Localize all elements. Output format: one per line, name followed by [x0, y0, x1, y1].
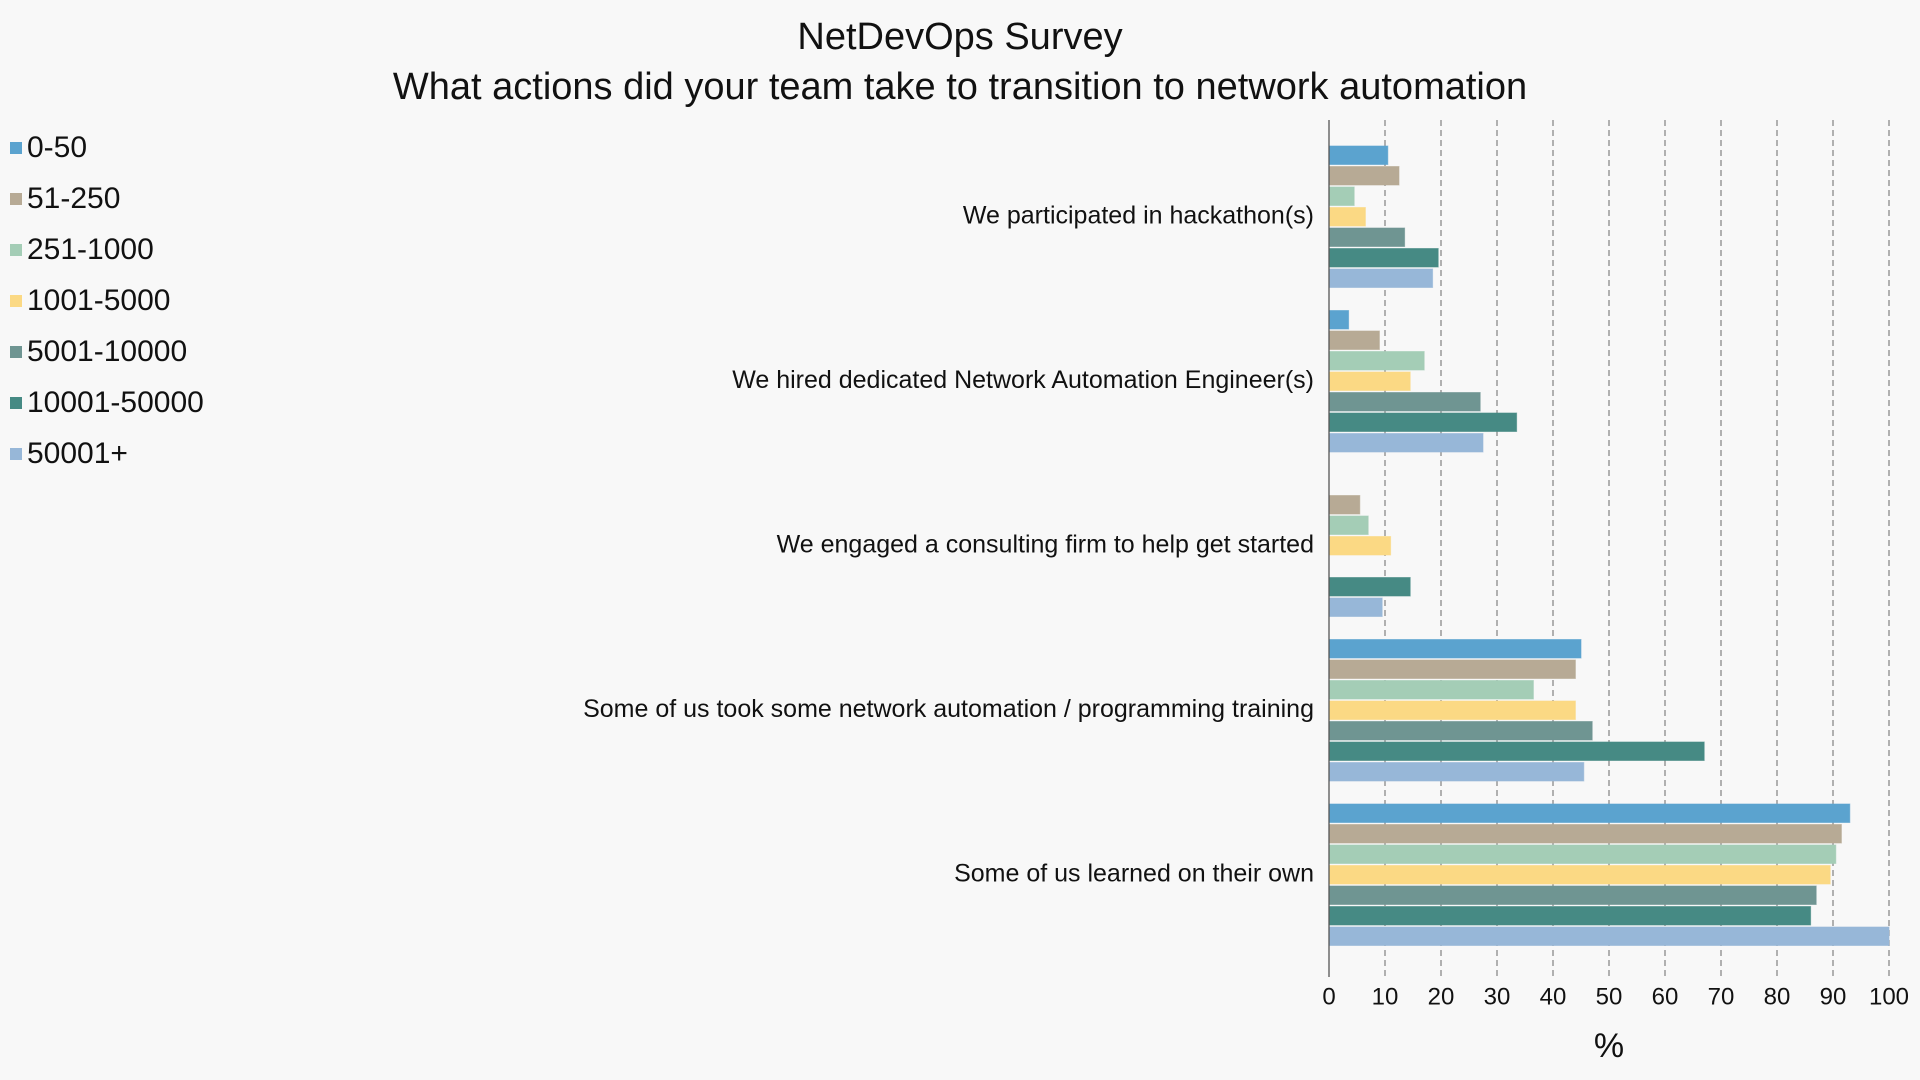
bar: [1328, 721, 1593, 741]
category-label: We hired dedicated Network Automation En…: [732, 366, 1314, 394]
legend-item: 50001+: [10, 428, 204, 479]
legend-item: 5001-10000: [10, 326, 204, 377]
bar: [1328, 536, 1392, 556]
category-label: We engaged a consulting firm to help get…: [777, 530, 1314, 558]
x-tick-label: 10: [1372, 983, 1399, 1010]
x-tick-label: 40: [1540, 983, 1567, 1010]
chart-title: NetDevOps Survey: [797, 16, 1123, 58]
bar: [1328, 659, 1576, 679]
bar: [1328, 865, 1831, 885]
chart-subtitle: What actions did your team take to trans…: [392, 66, 1528, 108]
bar: [1328, 762, 1585, 782]
x-tick-label: 30: [1484, 983, 1511, 1010]
legend-item: 10001-50000: [10, 377, 204, 428]
x-tick-label: 70: [1708, 983, 1735, 1010]
x-tick-label: 60: [1652, 983, 1679, 1010]
bar: [1328, 248, 1439, 268]
bar: [1328, 371, 1411, 391]
legend-item: 251-1000: [10, 224, 204, 275]
bar: [1328, 741, 1705, 761]
bar: [1328, 207, 1366, 227]
bar: [1328, 844, 1837, 864]
x-tick-label: 50: [1596, 983, 1623, 1010]
category-label: We participated in hackathon(s): [963, 201, 1314, 229]
bar: [1328, 926, 1890, 946]
legend-item: 1001-5000: [10, 275, 204, 326]
bar: [1328, 268, 1434, 288]
legend-label: 5001-10000: [27, 334, 188, 368]
bar: [1328, 412, 1518, 432]
bar: [1328, 351, 1425, 371]
legend-item: 51-250: [10, 173, 204, 224]
bar: [1328, 145, 1389, 165]
legend-label: 50001+: [27, 436, 128, 470]
bar: [1328, 824, 1842, 844]
bar: [1328, 885, 1817, 905]
x-tick-label: 90: [1820, 983, 1847, 1010]
legend-label: 51-250: [27, 181, 121, 215]
x-tick-label: 100: [1869, 983, 1909, 1010]
legend-swatch: [10, 396, 22, 409]
bar: [1328, 392, 1481, 412]
legend-label: 251-1000: [27, 232, 154, 266]
legend-item: 0-50: [10, 122, 204, 173]
x-tick-label: 20: [1428, 983, 1455, 1010]
bar: [1328, 639, 1582, 659]
legend-swatch: [10, 294, 22, 307]
bar: [1328, 577, 1411, 597]
x-tick-label: 80: [1764, 983, 1791, 1010]
legend-swatch: [10, 447, 22, 460]
bar: [1328, 330, 1380, 350]
chart-legend: 0-50 51-250 251-1000 1001-5000 5001-10000 100…: [10, 122, 204, 479]
x-tick-label: 0: [1322, 983, 1335, 1010]
bar: [1328, 186, 1355, 206]
x-axis-label: %: [1594, 1027, 1624, 1065]
bar: [1328, 906, 1812, 926]
bar: [1328, 680, 1534, 700]
bar: [1328, 310, 1350, 330]
legend-swatch: [10, 243, 22, 256]
category-label: Some of us took some network automation …: [583, 695, 1314, 723]
legend-label: 10001-50000: [27, 385, 204, 419]
category-label: Some of us learned on their own: [954, 859, 1314, 887]
bar: [1328, 495, 1361, 515]
bar: [1328, 803, 1851, 823]
bar: [1328, 433, 1484, 453]
bar: [1328, 597, 1383, 617]
legend-swatch: [10, 345, 22, 358]
legend-swatch: [10, 192, 22, 205]
bar: [1328, 227, 1406, 247]
bar: [1328, 700, 1576, 720]
bar: [1328, 515, 1369, 535]
bar: [1328, 166, 1400, 186]
legend-label: 1001-5000: [27, 283, 171, 317]
legend-label: 0-50: [27, 130, 88, 164]
legend-swatch: [10, 141, 22, 154]
